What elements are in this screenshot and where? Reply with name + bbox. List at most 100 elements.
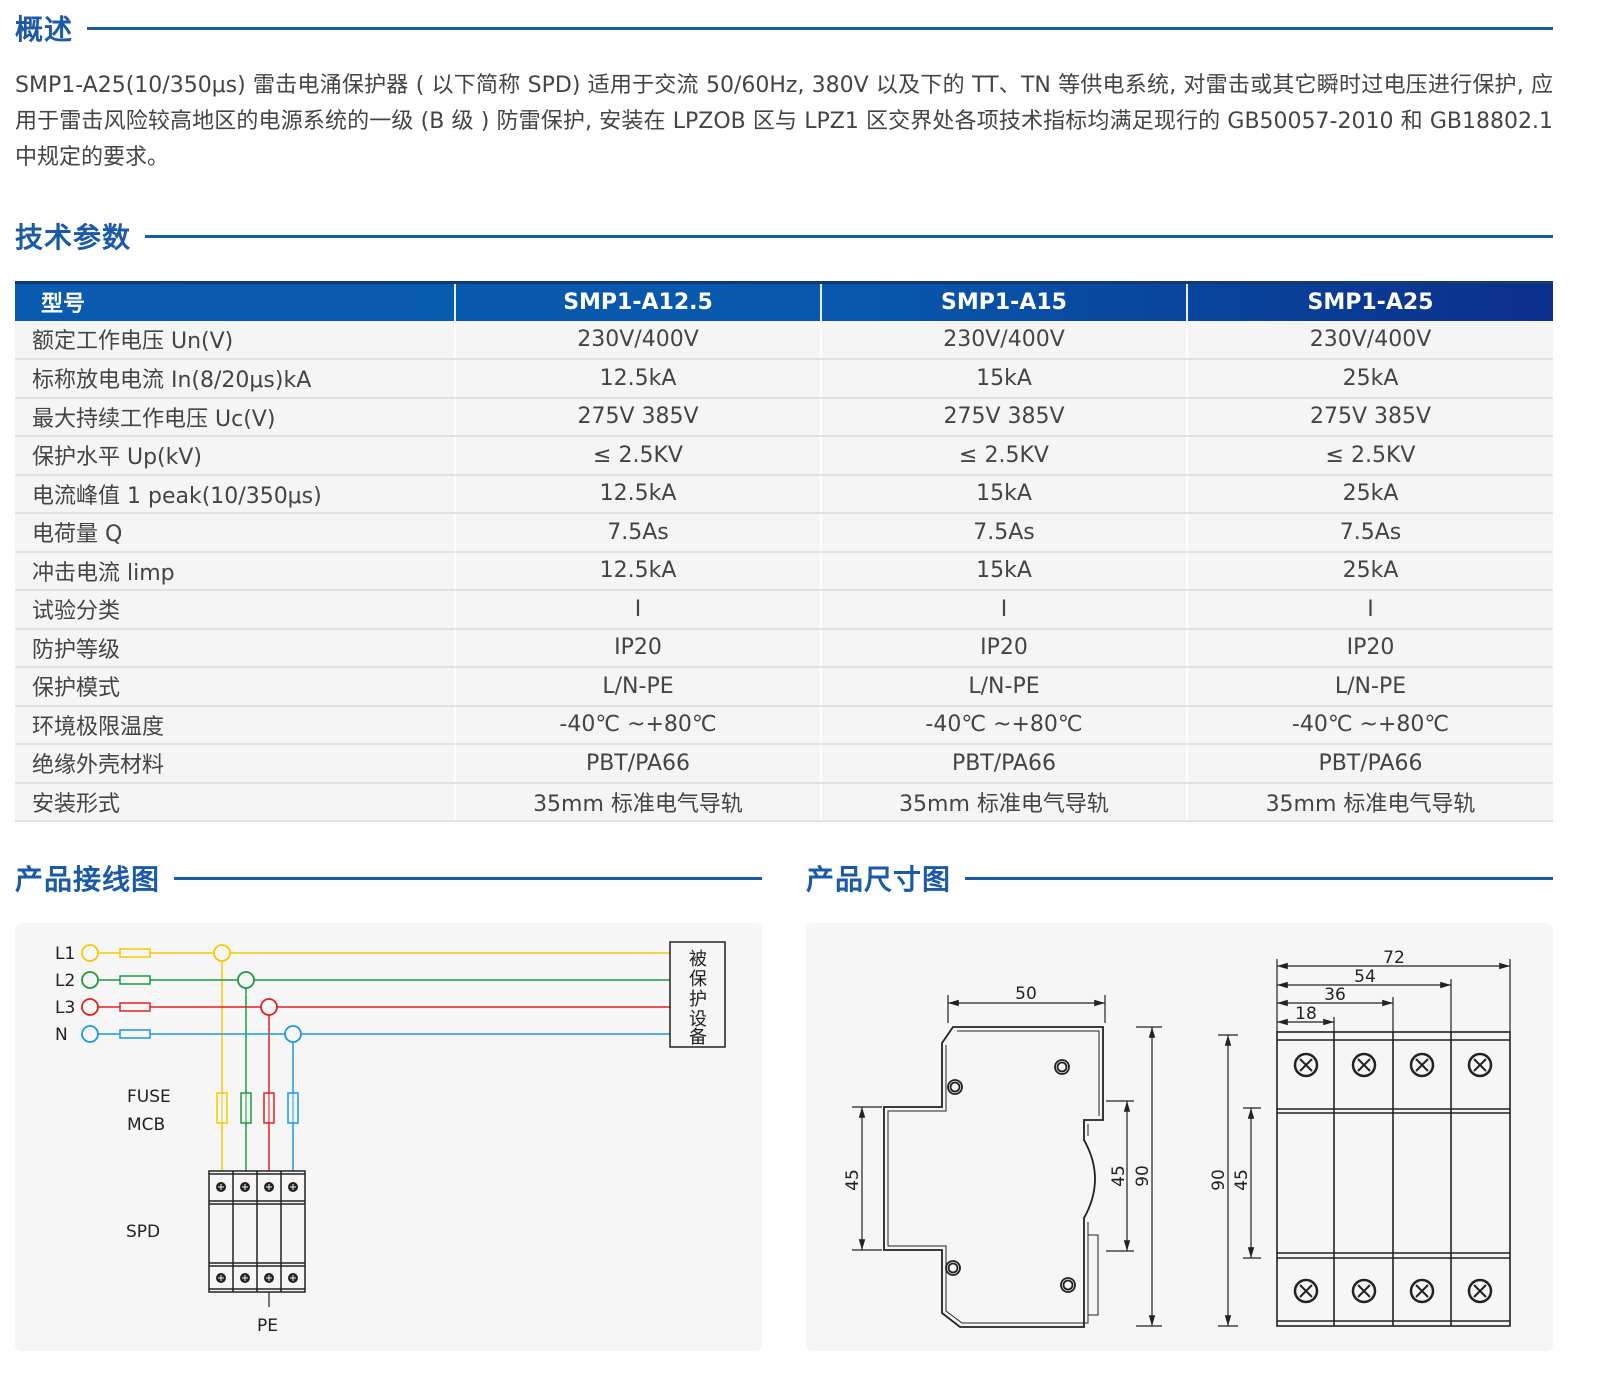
param-value: 15kA	[821, 359, 1188, 399]
dim-front-18: 18	[1295, 1004, 1317, 1024]
side-view-outline	[883, 1026, 1104, 1328]
dim-side-width: 50	[1015, 984, 1037, 1004]
dim-front-height: 90	[1209, 1169, 1229, 1191]
divider	[145, 234, 1553, 238]
junction-circle	[213, 944, 231, 962]
fuse-label: FUSE	[127, 1087, 171, 1107]
wire-l1: L1	[55, 944, 670, 1171]
wire-n: N	[55, 1025, 670, 1171]
param-value: 35mm 标准电气导轨	[821, 782, 1188, 822]
wire-l3: L3	[55, 998, 670, 1171]
overview-text: SMP1-A25(10/350μs) 雷击电涌保护器 ( 以下简称 SPD) 适…	[15, 73, 1553, 170]
param-value: 230V/400V	[455, 320, 822, 360]
screw-icon	[1467, 1052, 1493, 1078]
param-name: 冲击电流 limp	[15, 551, 456, 591]
param-value: -40℃ ~+80℃	[455, 705, 822, 745]
overview-heading: 概述	[15, 8, 1553, 48]
table-row: 防护等级 IP20 IP20 IP20	[15, 628, 1553, 668]
table-row: 电荷量 Q 7.5As 7.5As 7.5As	[15, 513, 1553, 553]
param-name: 额定工作电压 Un(V)	[15, 320, 456, 360]
device-char: 护	[689, 989, 707, 1010]
line-label: L2	[55, 971, 75, 991]
dim-front-36: 36	[1324, 985, 1346, 1005]
header-a12-5: SMP1-A12.5	[455, 282, 822, 321]
param-value: 275V 385V	[1187, 397, 1553, 437]
param-value: L/N-PE	[455, 667, 822, 707]
param-value: 275V 385V	[821, 397, 1188, 437]
table-row: 安装形式 35mm 标准电气导轨 35mm 标准电气导轨 35mm 标准电气导轨	[15, 782, 1553, 822]
line-fuse	[119, 948, 151, 958]
line-fuse	[119, 1002, 151, 1012]
line-label: N	[55, 1025, 68, 1045]
param-value: I	[1187, 590, 1553, 630]
param-name: 电荷量 Q	[15, 513, 456, 553]
param-value: 35mm 标准电气导轨	[455, 782, 822, 822]
param-name: 安装形式	[15, 782, 456, 822]
param-value: PBT/PA66	[455, 744, 822, 784]
param-value: 15kA	[821, 474, 1188, 514]
param-value: PBT/PA66	[1187, 744, 1553, 784]
spd-label: SPD	[126, 1222, 160, 1242]
divider	[965, 876, 1553, 880]
terminal-circle	[81, 971, 99, 989]
wiring-diagram: L1 L2 L3 N 被 保 护 设 备 FUSE MCB SPD PE	[15, 923, 762, 1351]
device-char: 被	[689, 949, 707, 970]
line-label: L3	[55, 998, 75, 1018]
screw-icon	[1293, 1278, 1319, 1304]
param-name: 试验分类	[15, 590, 456, 630]
table-row: 试验分类 I I I	[15, 590, 1553, 630]
param-value: ≤ 2.5KV	[455, 436, 822, 476]
header-model: 型号	[15, 282, 456, 321]
param-value: -40℃ ~+80℃	[821, 705, 1188, 745]
param-name: 防护等级	[15, 628, 456, 668]
param-name: 绝缘外壳材料	[15, 744, 456, 784]
table-header-row: 型号 SMP1-A12.5 SMP1-A15 SMP1-A25	[15, 282, 1553, 321]
pe-label: PE	[257, 1316, 278, 1336]
param-name: 保护水平 Up(kV)	[15, 436, 456, 476]
front-view-outline	[1276, 1031, 1511, 1327]
wiring-heading: 产品接线图	[15, 858, 762, 898]
dim-side-front: 45	[1109, 1165, 1129, 1187]
junction-circle	[237, 971, 255, 989]
param-value: 15kA	[821, 551, 1188, 591]
param-name: 最大持续工作电压 Uc(V)	[15, 397, 456, 437]
line-fuse	[119, 1029, 151, 1039]
param-value: 25kA	[1187, 474, 1553, 514]
param-value: I	[821, 590, 1188, 630]
param-value: 12.5kA	[455, 359, 822, 399]
param-value: -40℃ ~+80℃	[1187, 705, 1553, 745]
device-char: 设	[689, 1009, 707, 1030]
dim-front-54: 54	[1354, 967, 1376, 987]
param-value: IP20	[455, 628, 822, 668]
param-value: 275V 385V	[455, 397, 822, 437]
param-value: L/N-PE	[1187, 667, 1553, 707]
dimension-drawing: 50 45 45 90 72 54 36 18 90 45	[806, 923, 1553, 1351]
junction-circle	[284, 1025, 302, 1043]
divider	[174, 876, 762, 880]
param-value: L/N-PE	[821, 667, 1188, 707]
param-value: 7.5As	[821, 513, 1188, 553]
param-value: I	[455, 590, 822, 630]
param-value: IP20	[1187, 628, 1553, 668]
device-char: 备	[689, 1027, 707, 1048]
table-row: 绝缘外壳材料 PBT/PA66 PBT/PA66 PBT/PA66	[15, 744, 1553, 784]
divider	[87, 26, 1553, 30]
header-a25: SMP1-A25	[1307, 289, 1434, 315]
screw-icon	[1293, 1052, 1319, 1078]
table-row: 电流峰值 1 peak(10/350μs) 12.5kA 15kA 25kA	[15, 474, 1553, 514]
terminal-circle	[81, 1025, 99, 1043]
wire-l2: L2	[55, 971, 670, 1171]
param-value: 25kA	[1187, 551, 1553, 591]
dim-side-rail: 45	[843, 1169, 863, 1191]
screw-icon	[1467, 1278, 1493, 1304]
screw-icon	[1409, 1052, 1435, 1078]
line-label: L1	[55, 944, 75, 964]
screw-icon	[1409, 1278, 1435, 1304]
dimension-lines	[852, 959, 1511, 1327]
param-name: 环境极限温度	[15, 705, 456, 745]
param-value: 12.5kA	[455, 551, 822, 591]
terminal-circle	[81, 944, 99, 962]
protected-device-box	[669, 941, 726, 1048]
table-row: 额定工作电压 Un(V) 230V/400V 230V/400V 230V/400V	[15, 320, 1553, 360]
mcb-label: MCB	[127, 1115, 165, 1135]
